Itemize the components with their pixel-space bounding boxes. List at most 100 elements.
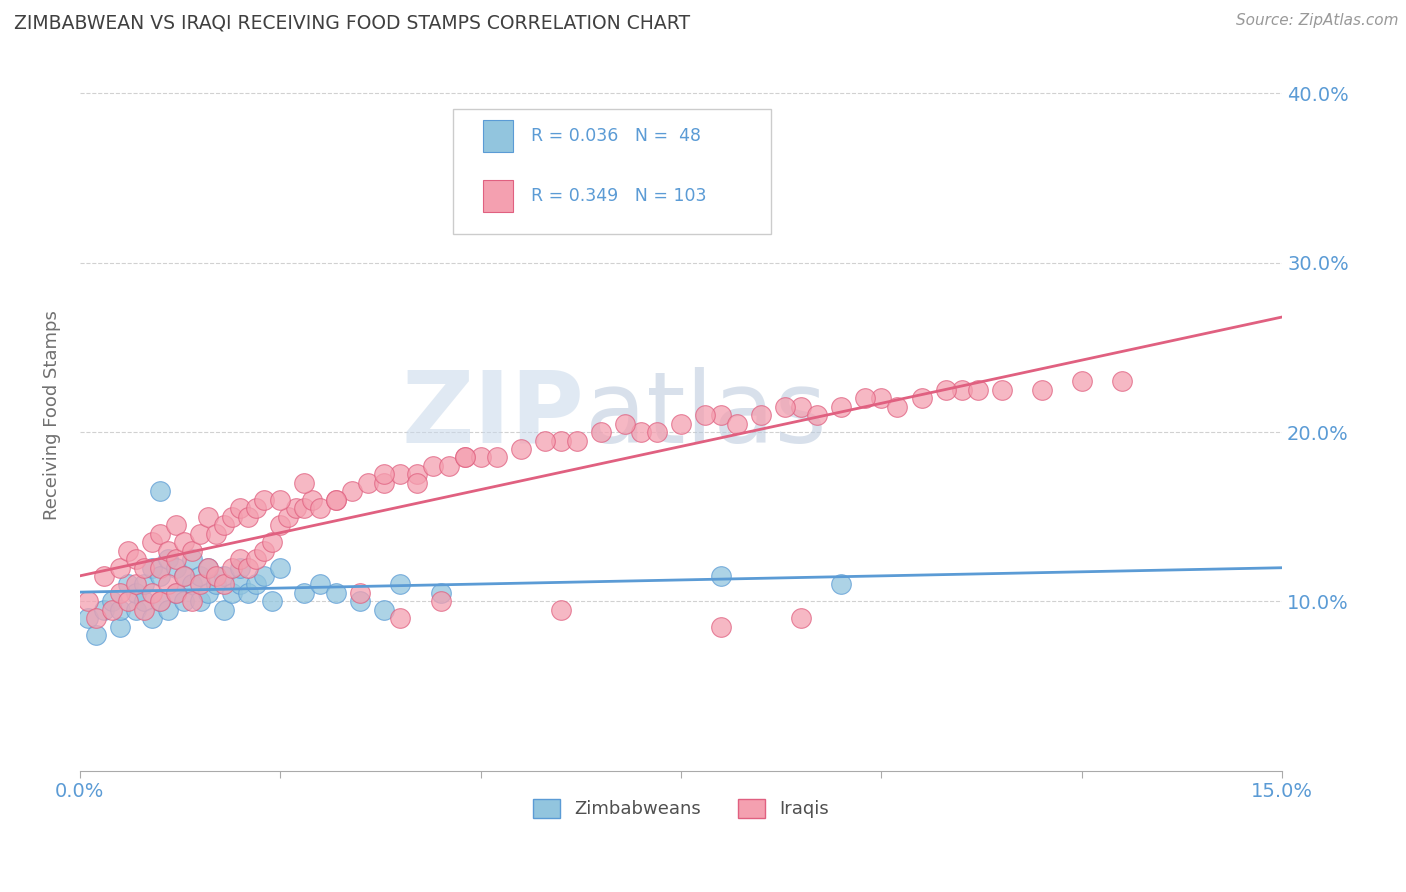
Point	[253, 543, 276, 558]
Point	[245, 552, 267, 566]
Point	[349, 586, 371, 600]
Point	[453, 450, 475, 465]
Point	[245, 577, 267, 591]
Point	[550, 171, 572, 186]
Point	[149, 594, 172, 608]
Point	[132, 560, 155, 574]
Point	[93, 569, 115, 583]
Point	[141, 586, 163, 600]
Point	[132, 577, 155, 591]
Point	[389, 577, 412, 591]
Point	[389, 611, 412, 625]
Point	[173, 594, 195, 608]
Point	[613, 417, 636, 431]
Text: atlas: atlas	[585, 367, 827, 464]
Point	[645, 425, 668, 439]
Point	[165, 518, 187, 533]
Point	[188, 569, 211, 583]
Point	[253, 569, 276, 583]
Point	[790, 611, 813, 625]
Point	[910, 391, 932, 405]
Point	[1070, 374, 1092, 388]
Point	[565, 434, 588, 448]
Bar	[482, 180, 513, 212]
Y-axis label: Receiving Food Stamps: Receiving Food Stamps	[44, 310, 60, 520]
Point	[533, 434, 555, 448]
Point	[84, 628, 107, 642]
Point	[693, 408, 716, 422]
Point	[221, 586, 243, 600]
Point	[550, 603, 572, 617]
Point	[325, 492, 347, 507]
Point	[125, 577, 148, 591]
Point	[125, 586, 148, 600]
Point	[101, 594, 124, 608]
Point	[749, 408, 772, 422]
Point	[292, 586, 315, 600]
Point	[157, 543, 180, 558]
Point	[309, 501, 332, 516]
Point	[205, 577, 228, 591]
Point	[212, 603, 235, 617]
Point	[262, 594, 284, 608]
Point	[205, 526, 228, 541]
Point	[429, 594, 451, 608]
Point	[1111, 374, 1133, 388]
Point	[710, 569, 733, 583]
Point	[437, 458, 460, 473]
Point	[725, 417, 748, 431]
Point	[165, 586, 187, 600]
Point	[229, 552, 252, 566]
Point	[125, 603, 148, 617]
Point	[470, 450, 492, 465]
Point	[238, 586, 260, 600]
Point	[197, 509, 219, 524]
Point	[966, 383, 988, 397]
Point	[197, 560, 219, 574]
Text: ZIMBABWEAN VS IRAQI RECEIVING FOOD STAMPS CORRELATION CHART: ZIMBABWEAN VS IRAQI RECEIVING FOOD STAMP…	[14, 13, 690, 32]
Point	[205, 569, 228, 583]
Point	[269, 560, 291, 574]
Point	[405, 475, 427, 490]
Point	[453, 450, 475, 465]
Point	[117, 594, 139, 608]
Point	[125, 552, 148, 566]
Point	[790, 400, 813, 414]
Point	[132, 603, 155, 617]
Point	[269, 492, 291, 507]
Point	[630, 425, 652, 439]
Point	[188, 577, 211, 591]
Point	[950, 383, 973, 397]
Text: R = 0.036   N =  48: R = 0.036 N = 48	[530, 127, 700, 145]
Point	[229, 577, 252, 591]
Bar	[482, 120, 513, 152]
Point	[806, 408, 828, 422]
Point	[238, 560, 260, 574]
Point	[149, 594, 172, 608]
Point	[325, 492, 347, 507]
Point	[165, 560, 187, 574]
Point	[262, 535, 284, 549]
Point	[773, 400, 796, 414]
Point	[117, 577, 139, 591]
Point	[108, 560, 131, 574]
Point	[132, 594, 155, 608]
Point	[141, 535, 163, 549]
Point	[1031, 383, 1053, 397]
Point	[349, 594, 371, 608]
Point	[197, 560, 219, 574]
Point	[870, 391, 893, 405]
Point	[197, 586, 219, 600]
Point	[173, 569, 195, 583]
Point	[277, 509, 299, 524]
Point	[357, 475, 380, 490]
Point	[373, 475, 395, 490]
Point	[229, 501, 252, 516]
Point	[93, 603, 115, 617]
Point	[149, 484, 172, 499]
Point	[165, 552, 187, 566]
Point	[292, 501, 315, 516]
Point	[935, 383, 957, 397]
Point	[389, 467, 412, 482]
Point	[141, 560, 163, 574]
